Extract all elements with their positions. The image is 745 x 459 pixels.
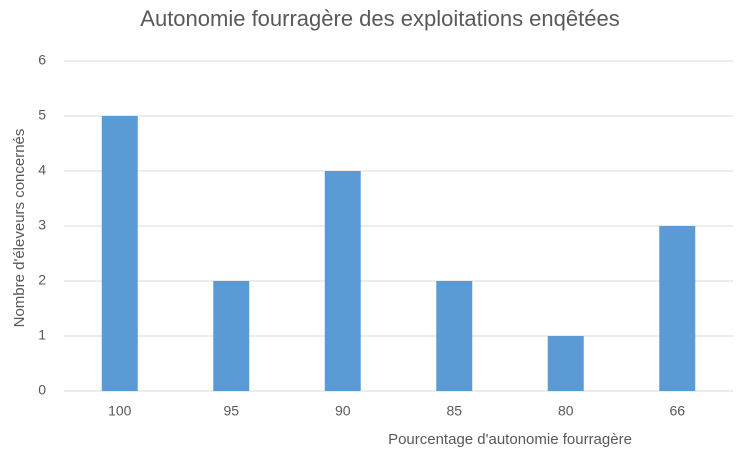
y-tick-label: 4 (38, 162, 46, 178)
x-tick-label: 100 (108, 403, 132, 419)
bar (436, 281, 473, 391)
y-tick-label: 1 (38, 327, 46, 343)
x-tick-label: 95 (223, 403, 239, 419)
y-tick-label: 2 (38, 272, 46, 288)
x-tick-label: 80 (558, 403, 574, 419)
x-axis-label: Pourcentage d'autonomie fourragère (388, 431, 632, 448)
y-tick-label: 5 (38, 107, 46, 123)
bar (213, 281, 250, 391)
chart-title: Autonomie fourragère des exploitations e… (140, 6, 619, 31)
y-tick-label: 0 (38, 382, 46, 398)
y-tick-label: 3 (38, 217, 46, 233)
bar (324, 171, 361, 391)
y-tick-label: 6 (38, 52, 46, 68)
bar (101, 116, 138, 391)
y-axis-label: Nombre d'éleveurs concernés (11, 129, 28, 328)
bar (547, 336, 584, 391)
x-tick-label: 90 (335, 403, 351, 419)
bar (659, 226, 696, 391)
x-tick-label: 85 (446, 403, 462, 419)
x-tick-label: 66 (669, 403, 685, 419)
